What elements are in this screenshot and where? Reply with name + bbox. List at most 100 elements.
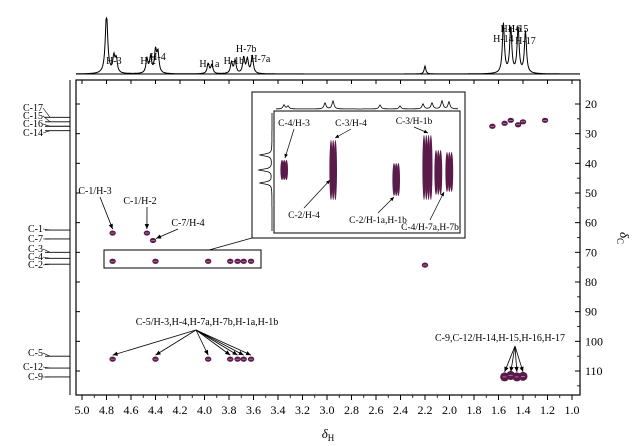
h-label: H-4 bbox=[150, 52, 166, 63]
y-tick-label: 50 bbox=[585, 186, 597, 200]
y-tick-label: 40 bbox=[585, 156, 597, 170]
y-tick-label: 70 bbox=[585, 245, 597, 259]
x-tick-label: 3.0 bbox=[320, 403, 335, 417]
y-axis-label: δC bbox=[615, 232, 632, 244]
x-tick-label: 1.4 bbox=[516, 403, 531, 417]
c-label: C-17 bbox=[23, 103, 43, 114]
inset-arrow-head bbox=[335, 134, 340, 138]
arrow-head bbox=[144, 224, 150, 230]
arrow-head bbox=[519, 366, 524, 372]
annotation-arrow bbox=[112, 329, 197, 356]
arrow-head bbox=[108, 223, 113, 230]
annotation-arrow bbox=[195, 329, 244, 356]
inset-peak bbox=[394, 163, 398, 196]
inset-peak bbox=[329, 140, 333, 200]
x-tick-label: 4.2 bbox=[173, 403, 188, 417]
annotations: C-1/H-3 C-1/H-2 C-7/H-4 C-5/H-3,H-4,H-7a,H-… bbox=[78, 186, 565, 373]
x-tick-label: 4.8 bbox=[99, 403, 114, 417]
inset-label: C-3/H-4 bbox=[335, 119, 367, 129]
h-label: H-3 bbox=[106, 56, 122, 67]
c-label-leader bbox=[42, 228, 51, 231]
x-tick-label: 4.0 bbox=[197, 403, 212, 417]
x-tick-label: 4.6 bbox=[124, 403, 139, 417]
x-axis: 5.0 4.8 4.6 4.4 4.2 4.0 3.8 3.6 3.4 3.2 3.0 2.8 2.6 2… bbox=[75, 80, 580, 417]
x-tick-label: 1.6 bbox=[491, 403, 506, 417]
c-label: C-9 bbox=[28, 372, 43, 383]
x-tick-label: 2.6 bbox=[369, 403, 384, 417]
h-label: H-15 bbox=[508, 24, 529, 35]
x-tick-label: 2.0 bbox=[442, 403, 457, 417]
h-label: H-16 bbox=[500, 24, 521, 35]
c-label: C-2 bbox=[28, 260, 43, 271]
annotation-c1-h3: C-1/H-3 bbox=[78, 186, 111, 197]
x-tick-label: 1.0 bbox=[565, 403, 580, 417]
inset-peak bbox=[429, 135, 433, 200]
inset-peak bbox=[436, 150, 440, 195]
x-tick-label: 3.8 bbox=[222, 403, 237, 417]
x-tick-label: 2.8 bbox=[344, 403, 359, 417]
annotation-c7-h4: C-7/H-4 bbox=[171, 218, 204, 229]
inset-expansion: C-4/H-3 C-3/H-4 C-3/H-1b C-2/H-4 C-2/H-1a,H-… bbox=[251, 91, 466, 239]
inset-label: C-4/H-3 bbox=[278, 119, 310, 129]
x-tick-label: 4.4 bbox=[148, 403, 163, 417]
c-label-leader bbox=[42, 130, 51, 134]
c-label: C-16 bbox=[23, 119, 43, 130]
x-tick-label: 3.6 bbox=[246, 403, 261, 417]
arrow-head bbox=[238, 350, 244, 356]
h-label: H-1a bbox=[199, 59, 220, 70]
arrow-head bbox=[156, 234, 162, 239]
y-tick-label: 90 bbox=[585, 305, 597, 319]
h-label: H-1b bbox=[224, 56, 245, 67]
x-tick-label: 1.8 bbox=[467, 403, 482, 417]
inset-peak bbox=[427, 135, 431, 200]
x-tick-label: 3.4 bbox=[271, 403, 286, 417]
c-label-leader bbox=[42, 248, 51, 253]
inset-peak bbox=[396, 163, 400, 196]
highlight-box bbox=[103, 249, 262, 269]
c-label-leader bbox=[42, 366, 51, 369]
annotation-c9-c12: C-9,C-12/H-14,H-15,H-16,H-17 bbox=[435, 333, 565, 344]
inset-peak bbox=[331, 140, 335, 200]
inset-peak bbox=[434, 150, 438, 195]
inset-arrow-head bbox=[325, 180, 330, 185]
x-tick-label: 2.4 bbox=[393, 403, 408, 417]
y-tick-label: 100 bbox=[585, 334, 603, 348]
c-label-leader bbox=[42, 256, 51, 259]
annotation-arrow bbox=[99, 196, 113, 230]
top-1h-spectrum: H-3 H-2H-4 H-1a H-1bH-7bH-7a H-14H-16H-15H-1… bbox=[76, 16, 580, 75]
zoom-connector bbox=[208, 237, 253, 251]
arrow-head bbox=[224, 350, 231, 356]
inset-peak bbox=[422, 135, 426, 200]
c-label: C-14 bbox=[23, 128, 43, 139]
arrow-head bbox=[245, 351, 251, 356]
inset-arrow bbox=[303, 179, 331, 209]
arrow-head bbox=[514, 366, 519, 372]
inset-arrow-head bbox=[440, 192, 444, 197]
arrow-head bbox=[504, 366, 509, 372]
y-tick-label: 110 bbox=[585, 364, 603, 378]
inset-peak bbox=[424, 135, 428, 200]
inset-label: C-2/H-1a,H-1b bbox=[349, 216, 407, 226]
inset-peak bbox=[282, 160, 286, 180]
x-tick-label: 1.2 bbox=[540, 403, 555, 417]
inset-peak bbox=[450, 152, 454, 192]
c-label-leader bbox=[42, 107, 51, 118]
x-tick-label: 2.2 bbox=[418, 403, 433, 417]
h-label: H-7b bbox=[236, 44, 257, 55]
c-label: C-12 bbox=[23, 362, 43, 373]
c-label: C-5 bbox=[28, 348, 43, 359]
x-tick-label: 3.2 bbox=[295, 403, 310, 417]
inset-arrow bbox=[429, 191, 445, 221]
h-label: H-2 bbox=[140, 56, 156, 67]
annotation-c5: C-5/H-3,H-4,H-7a,H-7b,H-1a,H-1b bbox=[136, 317, 278, 328]
inset-arrow-head bbox=[284, 153, 288, 158]
h-label: H-17 bbox=[515, 36, 536, 47]
h-label: H-7a bbox=[250, 54, 271, 65]
c-label: C-4 bbox=[28, 252, 43, 263]
arrow-head bbox=[509, 366, 514, 372]
inset-peak bbox=[445, 152, 449, 192]
x-tick-label: 5.0 bbox=[75, 403, 90, 417]
c-label-leader bbox=[42, 123, 51, 127]
